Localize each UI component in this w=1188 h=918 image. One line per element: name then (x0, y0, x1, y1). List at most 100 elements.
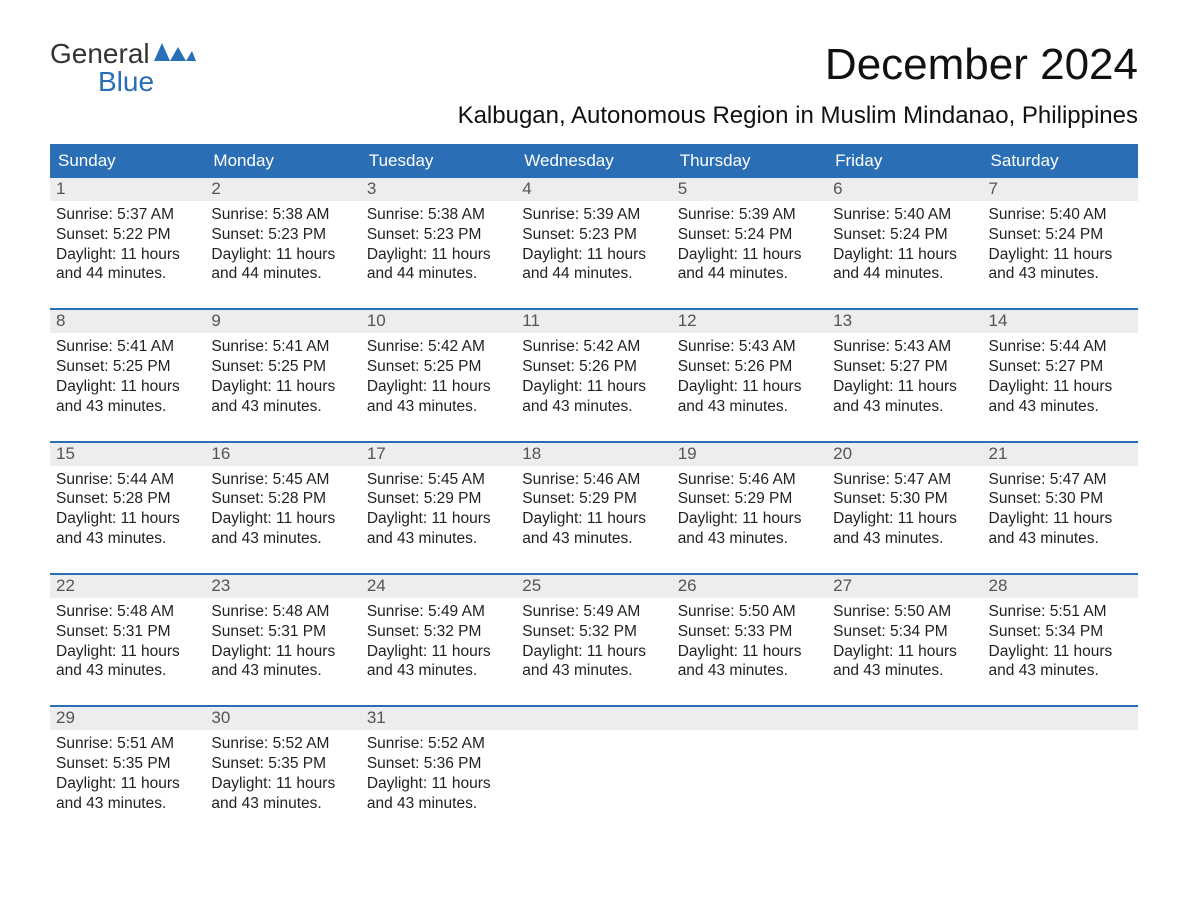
daylight-line1: Daylight: 11 hours (989, 642, 1132, 662)
sunset: Sunset: 5:30 PM (833, 489, 976, 509)
week-row: 1234567Sunrise: 5:37 AMSunset: 5:22 PMDa… (50, 178, 1138, 292)
sunrise: Sunrise: 5:45 AM (367, 470, 510, 490)
daylight-line2: and 43 minutes. (678, 397, 821, 417)
day-number: 27 (827, 575, 982, 598)
day-number: 31 (361, 707, 516, 730)
daylight-line2: and 43 minutes. (367, 794, 510, 814)
daylight-line1: Daylight: 11 hours (989, 377, 1132, 397)
day-number: 16 (205, 443, 360, 466)
daylight-line2: and 43 minutes. (56, 794, 199, 814)
daylight-line2: and 43 minutes. (367, 529, 510, 549)
day-details: Sunrise: 5:52 AMSunset: 5:36 PMDaylight:… (361, 730, 516, 821)
sunrise: Sunrise: 5:50 AM (678, 602, 821, 622)
day-number: 13 (827, 310, 982, 333)
daylight-line1: Daylight: 11 hours (56, 377, 199, 397)
daylight-line2: and 43 minutes. (833, 661, 976, 681)
sunset: Sunset: 5:25 PM (211, 357, 354, 377)
location: Kalbugan, Autonomous Region in Muslim Mi… (458, 102, 1138, 130)
day-number: 24 (361, 575, 516, 598)
sunset: Sunset: 5:31 PM (56, 622, 199, 642)
sunset: Sunset: 5:22 PM (56, 225, 199, 245)
title-block: December 2024 Kalbugan, Autonomous Regio… (458, 40, 1138, 130)
sunset: Sunset: 5:34 PM (989, 622, 1132, 642)
weeks-container: 1234567Sunrise: 5:37 AMSunset: 5:22 PMDa… (50, 178, 1138, 822)
daylight-line2: and 43 minutes. (833, 529, 976, 549)
details-row: Sunrise: 5:51 AMSunset: 5:35 PMDaylight:… (50, 730, 1138, 821)
sunrise: Sunrise: 5:52 AM (367, 734, 510, 754)
details-row: Sunrise: 5:44 AMSunset: 5:28 PMDaylight:… (50, 466, 1138, 557)
flag-icon (154, 40, 196, 68)
day-details: Sunrise: 5:46 AMSunset: 5:29 PMDaylight:… (672, 466, 827, 557)
day-number: 18 (516, 443, 671, 466)
daylight-line1: Daylight: 11 hours (367, 509, 510, 529)
day-number: 1 (50, 178, 205, 201)
daylight-line2: and 43 minutes. (522, 529, 665, 549)
sunrise: Sunrise: 5:42 AM (522, 337, 665, 357)
day-number: 23 (205, 575, 360, 598)
daylight-line1: Daylight: 11 hours (833, 377, 976, 397)
sunrise: Sunrise: 5:40 AM (989, 205, 1132, 225)
details-row: Sunrise: 5:48 AMSunset: 5:31 PMDaylight:… (50, 598, 1138, 689)
daynum-row: 15161718192021 (50, 443, 1138, 466)
day-details: Sunrise: 5:50 AMSunset: 5:34 PMDaylight:… (827, 598, 982, 689)
day-number: 5 (672, 178, 827, 201)
day-number: 21 (983, 443, 1138, 466)
sunrise: Sunrise: 5:38 AM (367, 205, 510, 225)
daynum-row: 22232425262728 (50, 575, 1138, 598)
daylight-line1: Daylight: 11 hours (211, 377, 354, 397)
daylight-line2: and 43 minutes. (522, 397, 665, 417)
daylight-line1: Daylight: 11 hours (211, 509, 354, 529)
sunset: Sunset: 5:35 PM (56, 754, 199, 774)
day-details (983, 730, 1138, 821)
sunset: Sunset: 5:32 PM (367, 622, 510, 642)
daylight-line2: and 43 minutes. (211, 661, 354, 681)
day-details: Sunrise: 5:44 AMSunset: 5:27 PMDaylight:… (983, 333, 1138, 424)
sunrise: Sunrise: 5:45 AM (211, 470, 354, 490)
day-details: Sunrise: 5:38 AMSunset: 5:23 PMDaylight:… (205, 201, 360, 292)
daylight-line1: Daylight: 11 hours (56, 642, 199, 662)
day-details: Sunrise: 5:44 AMSunset: 5:28 PMDaylight:… (50, 466, 205, 557)
daylight-line2: and 43 minutes. (56, 529, 199, 549)
day-details: Sunrise: 5:38 AMSunset: 5:23 PMDaylight:… (361, 201, 516, 292)
daylight-line1: Daylight: 11 hours (367, 774, 510, 794)
day-header: Sunday (50, 144, 205, 178)
day-number: 25 (516, 575, 671, 598)
sunset: Sunset: 5:26 PM (522, 357, 665, 377)
daylight-line1: Daylight: 11 hours (56, 774, 199, 794)
day-number: 17 (361, 443, 516, 466)
day-details: Sunrise: 5:48 AMSunset: 5:31 PMDaylight:… (50, 598, 205, 689)
sunrise: Sunrise: 5:44 AM (989, 337, 1132, 357)
calendar: Sunday Monday Tuesday Wednesday Thursday… (50, 144, 1138, 822)
sunset: Sunset: 5:29 PM (367, 489, 510, 509)
day-number: 11 (516, 310, 671, 333)
sunset: Sunset: 5:24 PM (678, 225, 821, 245)
day-details: Sunrise: 5:41 AMSunset: 5:25 PMDaylight:… (50, 333, 205, 424)
day-details: Sunrise: 5:40 AMSunset: 5:24 PMDaylight:… (983, 201, 1138, 292)
day-header-row: Sunday Monday Tuesday Wednesday Thursday… (50, 144, 1138, 178)
day-details: Sunrise: 5:48 AMSunset: 5:31 PMDaylight:… (205, 598, 360, 689)
daylight-line2: and 43 minutes. (367, 397, 510, 417)
day-details (827, 730, 982, 821)
day-number: 10 (361, 310, 516, 333)
daylight-line1: Daylight: 11 hours (522, 509, 665, 529)
sunrise: Sunrise: 5:47 AM (833, 470, 976, 490)
daylight-line1: Daylight: 11 hours (522, 377, 665, 397)
daylight-line2: and 43 minutes. (678, 661, 821, 681)
day-number: 14 (983, 310, 1138, 333)
sunrise: Sunrise: 5:52 AM (211, 734, 354, 754)
day-details: Sunrise: 5:49 AMSunset: 5:32 PMDaylight:… (361, 598, 516, 689)
day-number: 4 (516, 178, 671, 201)
day-number: 9 (205, 310, 360, 333)
daylight-line2: and 43 minutes. (56, 661, 199, 681)
day-details: Sunrise: 5:47 AMSunset: 5:30 PMDaylight:… (827, 466, 982, 557)
daylight-line2: and 43 minutes. (211, 397, 354, 417)
week-row: 22232425262728Sunrise: 5:48 AMSunset: 5:… (50, 573, 1138, 689)
day-details: Sunrise: 5:51 AMSunset: 5:35 PMDaylight:… (50, 730, 205, 821)
sunset: Sunset: 5:35 PM (211, 754, 354, 774)
logo-text-1: General (50, 40, 150, 68)
week-row: 293031Sunrise: 5:51 AMSunset: 5:35 PMDay… (50, 705, 1138, 821)
sunrise: Sunrise: 5:41 AM (56, 337, 199, 357)
daylight-line1: Daylight: 11 hours (56, 509, 199, 529)
day-details: Sunrise: 5:39 AMSunset: 5:24 PMDaylight:… (672, 201, 827, 292)
week-row: 891011121314Sunrise: 5:41 AMSunset: 5:25… (50, 308, 1138, 424)
